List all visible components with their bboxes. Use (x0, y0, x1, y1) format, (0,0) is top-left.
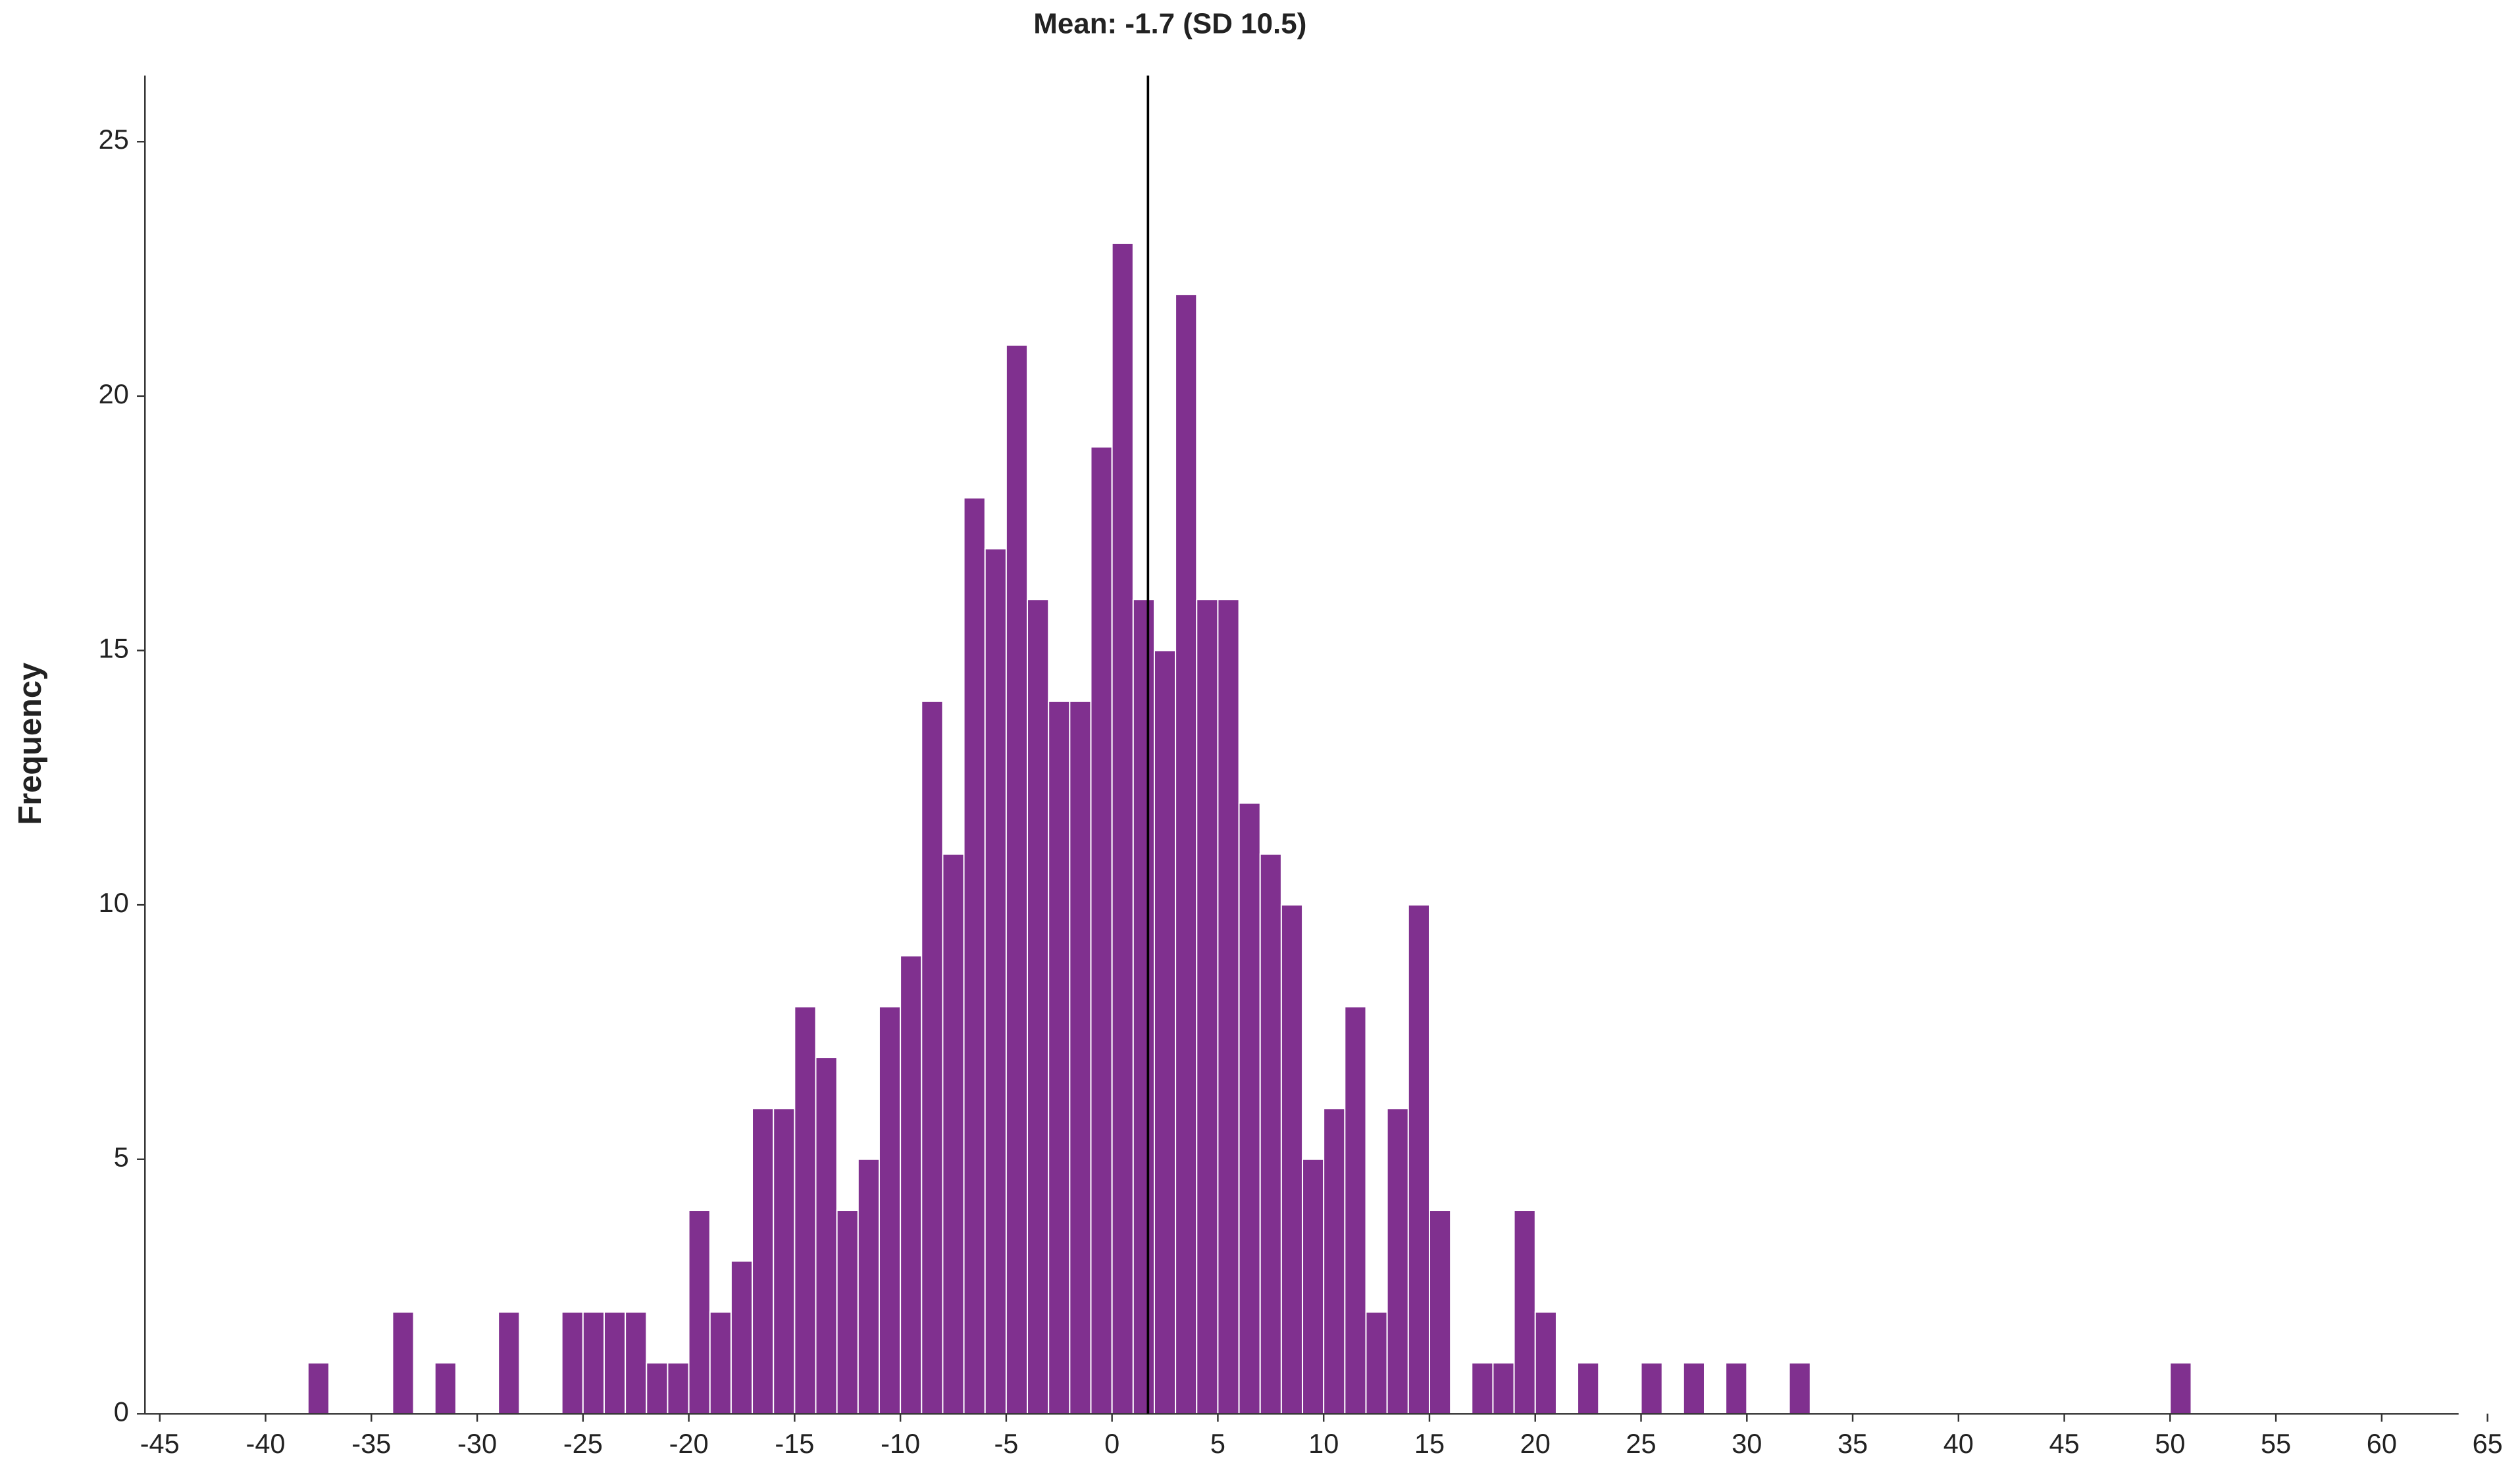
bar (1492, 1362, 1515, 1415)
bar (1471, 1362, 1494, 1415)
bar (1344, 1006, 1367, 1415)
bar (1217, 599, 1240, 1415)
bar (1682, 1362, 1705, 1415)
x-tick-label: 60 (2367, 1428, 2397, 1459)
y-tick-label: 15 (99, 632, 129, 663)
bar (392, 1311, 415, 1415)
y-axis-label: Frequency (13, 663, 48, 825)
y-tick-label: 5 (114, 1142, 129, 1173)
x-tick-label: -10 (881, 1428, 920, 1459)
bar (1725, 1362, 1748, 1415)
bar (2169, 1362, 2192, 1415)
bar (1196, 599, 1219, 1415)
y-tick-label: 20 (99, 378, 129, 409)
bar (1090, 446, 1113, 1415)
bar (1259, 853, 1282, 1415)
bar (1534, 1311, 1557, 1415)
bar (857, 1158, 880, 1415)
x-tick-label: -15 (775, 1428, 814, 1459)
bar (561, 1311, 584, 1415)
x-tick-label: -30 (457, 1428, 497, 1459)
bar (307, 1362, 330, 1415)
bar (1577, 1362, 1600, 1415)
bar (1111, 242, 1134, 1415)
x-tick-label: -25 (563, 1428, 603, 1459)
bar (942, 853, 965, 1415)
bar (1513, 1210, 1536, 1415)
x-tick-label: -20 (669, 1428, 709, 1459)
x-tick-label: 15 (1414, 1428, 1445, 1459)
bar (963, 497, 986, 1415)
bar (878, 1006, 902, 1415)
x-tick-label: 40 (1943, 1428, 1974, 1459)
bar (1005, 344, 1029, 1415)
bar (582, 1311, 605, 1415)
bar (1640, 1362, 1663, 1415)
x-tick-label: 25 (1626, 1428, 1656, 1459)
bar (1132, 599, 1155, 1415)
x-tick-label: 50 (2155, 1428, 2185, 1459)
bar (794, 1006, 817, 1415)
bar (900, 955, 923, 1415)
bar (1069, 700, 1092, 1415)
bar (709, 1311, 732, 1415)
x-tick-label: 65 (2473, 1428, 2503, 1459)
bar (836, 1210, 859, 1415)
y-tick-label: 25 (99, 124, 129, 155)
bar (1365, 1311, 1388, 1415)
x-tick-label: -45 (140, 1428, 180, 1459)
y-tick-label: 0 (114, 1396, 129, 1427)
bar (1386, 1108, 1409, 1415)
x-tick-label: -35 (351, 1428, 391, 1459)
x-tick-label: -5 (994, 1428, 1018, 1459)
x-tick-label: -40 (246, 1428, 286, 1459)
bar (815, 1057, 838, 1415)
bar (625, 1311, 648, 1415)
bar (921, 700, 944, 1415)
x-tick-label: 10 (1308, 1428, 1339, 1459)
x-tick-label: 45 (2049, 1428, 2079, 1459)
x-tick-label: 30 (1732, 1428, 1762, 1459)
bar (1280, 904, 1304, 1415)
bar (667, 1362, 690, 1415)
bar (730, 1260, 754, 1415)
bar (498, 1311, 521, 1415)
x-tick-label: 0 (1104, 1428, 1119, 1459)
x-tick-label: 5 (1210, 1428, 1225, 1459)
bar (1302, 1158, 1325, 1415)
x-tick-label: 20 (1520, 1428, 1551, 1459)
bar (984, 548, 1007, 1415)
bar (773, 1108, 796, 1415)
bar (1175, 293, 1198, 1415)
bar (1238, 802, 1261, 1415)
y-tick-label: 10 (99, 887, 129, 918)
x-tick-label: 55 (2261, 1428, 2291, 1459)
bar (1428, 1210, 1452, 1415)
chart-title: Mean: -1.7 (SD 10.5) (1033, 8, 1306, 40)
bar (1407, 904, 1430, 1415)
bar (603, 1311, 627, 1415)
bar (434, 1362, 457, 1415)
bar (646, 1362, 669, 1415)
bar (752, 1108, 775, 1415)
bar (1323, 1108, 1346, 1415)
bar (1027, 599, 1050, 1415)
bar (1788, 1362, 1811, 1415)
bar (688, 1210, 711, 1415)
bar (1153, 650, 1177, 1415)
x-tick-label: 35 (1838, 1428, 1868, 1459)
bar (1048, 700, 1071, 1415)
